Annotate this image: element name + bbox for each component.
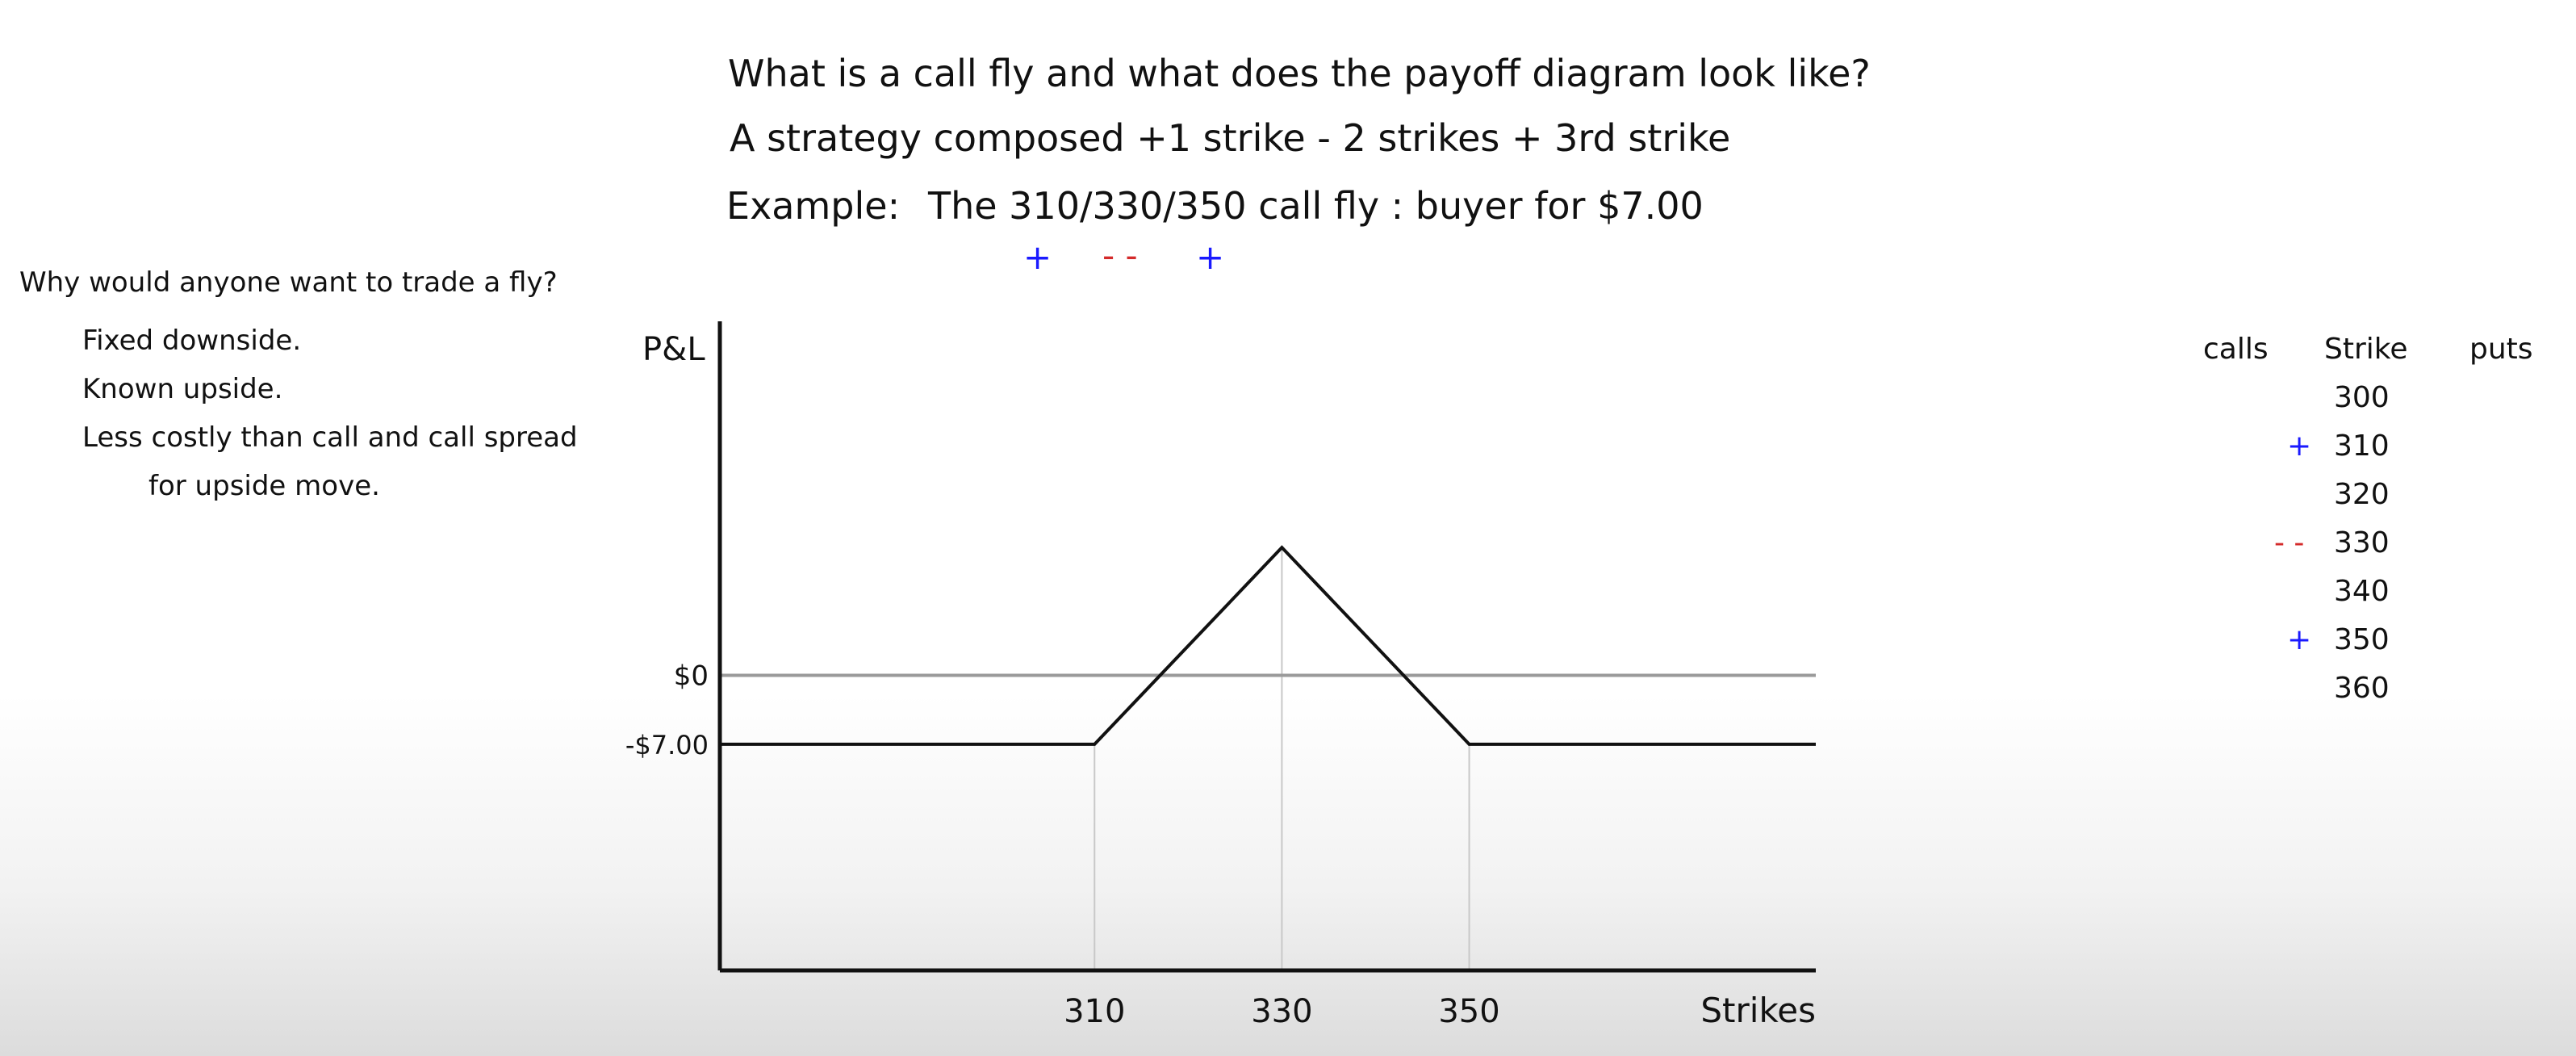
table-strike-360: 360 [2334, 672, 2390, 705]
table-call-sign-310: + [2287, 430, 2312, 463]
table-strike-300: 300 [2334, 381, 2390, 414]
sidebar-point-3: Less costly than call and call spread [82, 421, 578, 454]
x-tick-330: 330 [1251, 993, 1312, 1030]
x-axis-label: Strikes [1700, 991, 1816, 1030]
y-tick-0: $0 [674, 660, 709, 693]
table-call-sign-350: + [2287, 623, 2312, 656]
table-strike-340: 340 [2334, 575, 2390, 608]
sidebar-point-1: Fixed downside. [82, 325, 302, 357]
heading-question: What is a call fly and what does the pay… [728, 52, 1871, 95]
sidebar-question: Why would anyone want to trade a fly? [19, 266, 558, 299]
y-axis-label: P&L [642, 331, 705, 368]
table-header-strike: Strike [2324, 333, 2408, 366]
example-sign-330: - - [1102, 236, 1138, 275]
example-sign-310: + [1023, 237, 1052, 277]
x-tick-350: 350 [1438, 993, 1499, 1030]
table-strike-350: 350 [2334, 623, 2390, 656]
table-header-calls: calls [2203, 333, 2269, 366]
table-call-sign-330: - - [2274, 526, 2305, 559]
table-header-puts: puts [2469, 333, 2533, 366]
sidebar-point-4: for upside move. [148, 470, 380, 502]
table-strike-330: 330 [2334, 526, 2390, 559]
heading-definition: A strategy composed +1 strike - 2 strike… [730, 116, 1731, 160]
payoff-line [720, 545, 1816, 746]
sidebar-point-2: Known upside. [82, 373, 283, 405]
table-strike-310: 310 [2334, 430, 2390, 463]
example-sign-350: + [1196, 237, 1225, 277]
y-tick-1: -$7.00 [625, 730, 709, 761]
x-tick-310: 310 [1064, 993, 1125, 1030]
example-label: Example: [726, 184, 901, 228]
table-strike-320: 320 [2334, 478, 2390, 511]
example-text: The 310/330/350 call fly : buyer for $7.… [928, 184, 1704, 228]
